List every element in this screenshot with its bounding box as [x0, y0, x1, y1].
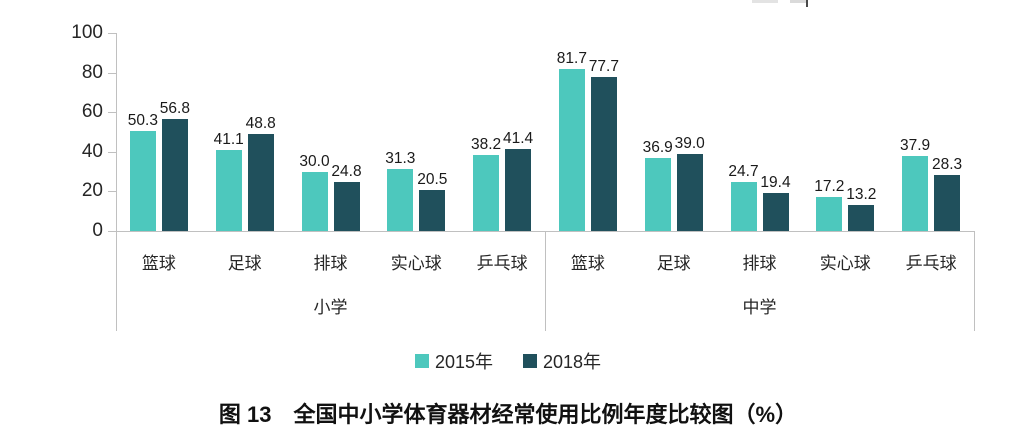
y-axis-tick: [108, 231, 116, 232]
bar-2018: [161, 118, 188, 231]
bar-2018: [333, 181, 360, 231]
bar-2015: [902, 155, 929, 231]
bar-value-label: 41.1: [213, 130, 244, 148]
bar-value-label: 24.8: [331, 162, 362, 180]
legend-swatch-icon: [523, 354, 537, 368]
y-axis-tick: [108, 33, 116, 34]
y-axis-tick-label: 60: [81, 101, 103, 123]
bar-value-label: 50.3: [127, 112, 158, 130]
y-axis-tick-label: 0: [92, 220, 103, 241]
category-label: 排球: [313, 254, 348, 273]
bar-2015: [129, 131, 156, 231]
bar-2018: [848, 204, 875, 231]
bar-value-label: 56.8: [159, 99, 190, 117]
bar-value-label: 17.2: [814, 177, 845, 195]
bar-value-label: 81.7: [556, 50, 587, 68]
category-label: 排球: [742, 254, 777, 273]
category-label: 足球: [656, 254, 691, 273]
legend-label: 2018年: [543, 352, 602, 372]
bar-2015: [215, 149, 242, 231]
bar-2015: [816, 196, 843, 231]
y-axis-tick-label: 40: [81, 140, 103, 162]
bar-value-label: 28.3: [932, 155, 963, 173]
legend-swatch-icon: [414, 354, 429, 368]
bar-value-label: 31.3: [385, 150, 416, 168]
x-axis-line: [109, 231, 975, 232]
category-label: 足球: [227, 254, 262, 273]
cropped-text-artifact: [790, 0, 806, 3]
group-label: 中学: [742, 298, 777, 317]
bar-2018: [934, 174, 961, 231]
bar-value-label: 24.7: [728, 163, 759, 181]
category-label: 篮球: [141, 254, 176, 273]
category-label: 实心球: [819, 254, 871, 273]
y-axis-tick-label: 100: [71, 22, 103, 43]
bar-2018: [505, 149, 532, 231]
category-label: 乒乓球: [905, 254, 957, 273]
y-axis-tick: [108, 191, 116, 193]
legend-label: 2015年: [434, 352, 493, 372]
bar-2018: [676, 153, 703, 231]
bar-value-label: 36.9: [642, 138, 673, 156]
bar-2018: [419, 190, 446, 231]
bar-2015: [558, 69, 585, 231]
bar-value-label: 41.4: [503, 130, 534, 148]
bar-value-label: 19.4: [760, 173, 791, 191]
axis-separator-line: [545, 231, 546, 331]
bar-2018: [762, 192, 789, 231]
bar-2018: [247, 134, 274, 231]
bar-value-label: 37.9: [900, 136, 931, 154]
bar-2015: [473, 155, 500, 231]
bar-2015: [644, 157, 671, 231]
axis-separator-line: [974, 231, 975, 331]
cropped-text-artifact: [806, 0, 808, 7]
category-label: 乒乓球: [476, 254, 528, 273]
category-label: 篮球: [570, 254, 605, 273]
bar-value-label: 30.0: [299, 152, 330, 170]
bar-value-label: 39.0: [674, 134, 705, 152]
legend-item: 2018年: [523, 348, 601, 374]
y-axis-line: [116, 33, 117, 231]
legend: 2015年 2018年: [0, 349, 1016, 373]
bar-value-label: 77.7: [588, 58, 619, 76]
bar-value-label: 38.2: [471, 136, 502, 154]
y-axis-tick: [108, 72, 116, 74]
axis-separator-line: [116, 231, 117, 331]
bar-value-label: 48.8: [245, 115, 276, 133]
y-axis-tick: [108, 151, 116, 153]
bar-2015: [301, 171, 328, 231]
legend-item: 2015年: [414, 348, 493, 374]
bar-2015: [387, 169, 414, 231]
category-label: 实心球: [390, 254, 442, 273]
y-axis-tick-label: 80: [81, 61, 103, 83]
y-axis-tick: [108, 112, 116, 114]
chart-title: 图 13 全国中小学体育器材经常使用比例年度比较图（%）: [218, 402, 798, 427]
bar-value-label: 20.5: [417, 171, 448, 189]
y-axis-tick-label: 20: [81, 180, 103, 202]
bar-2018: [590, 77, 617, 231]
group-label: 小学: [313, 298, 348, 317]
cropped-text-artifact: [752, 0, 778, 3]
bar-value-label: 13.2: [846, 185, 877, 203]
bar-2015: [730, 182, 757, 231]
